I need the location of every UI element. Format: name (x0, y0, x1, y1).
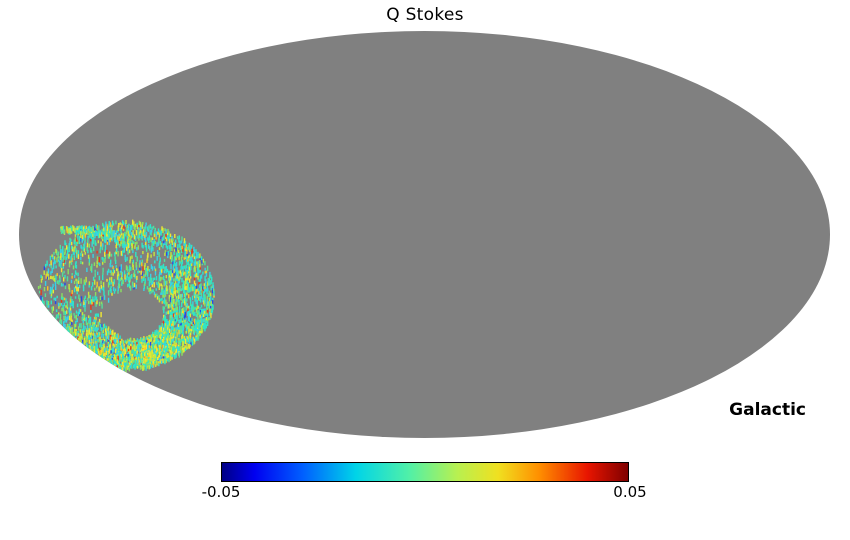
colorbar-min-label: -0.05 (201, 483, 241, 501)
colorbar-max-label: 0.05 (613, 483, 647, 501)
coordinate-system-label: Galactic (729, 400, 806, 420)
colorbar (221, 462, 629, 482)
scan-footprint (37, 219, 215, 373)
unseen-sky-ellipse (19, 31, 830, 438)
figure-title: Q Stokes (386, 5, 464, 25)
